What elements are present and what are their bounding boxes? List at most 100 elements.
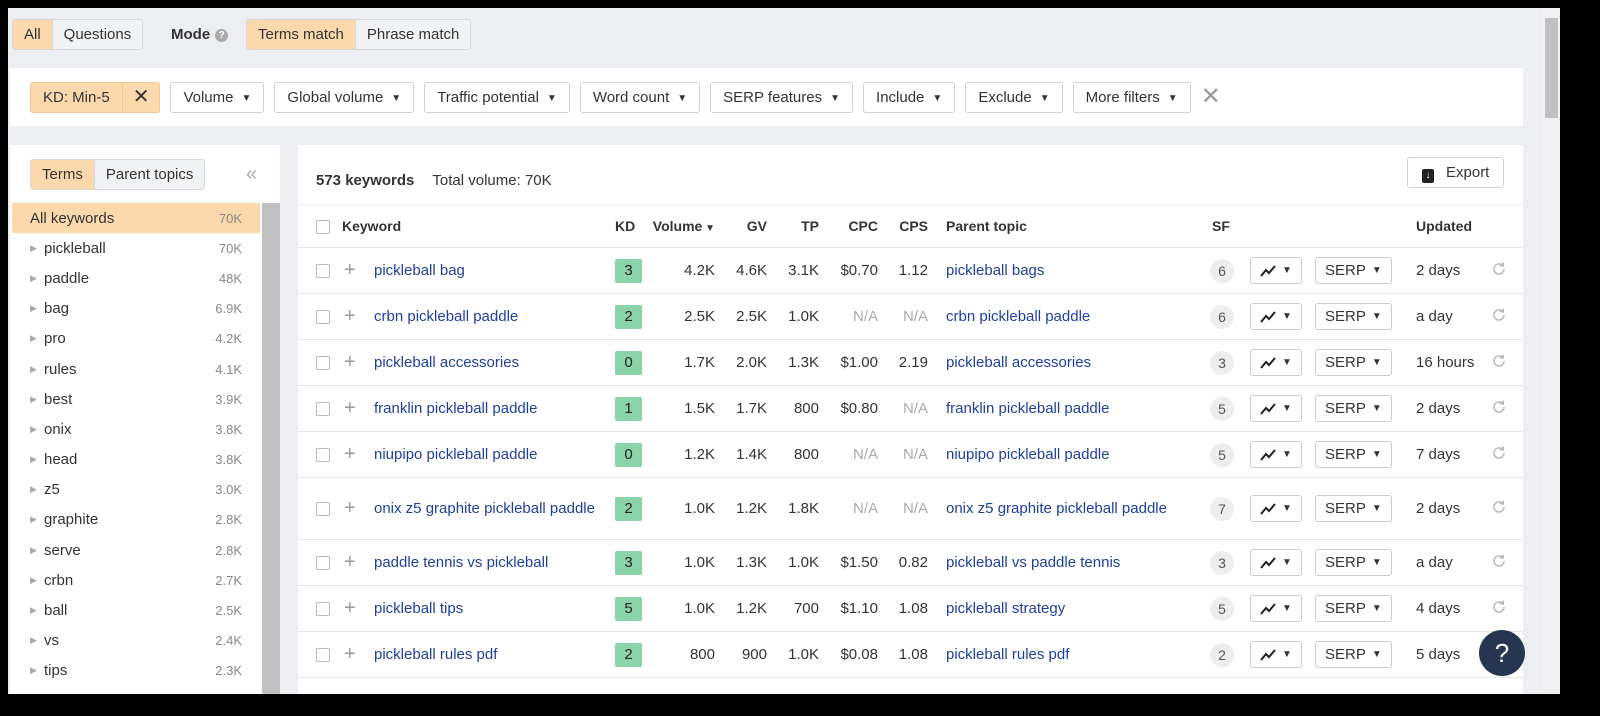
term-item[interactable]: ▶ head 3.8K: [12, 445, 260, 475]
refresh-icon[interactable]: [1491, 599, 1507, 615]
sf-count[interactable]: 3: [1210, 550, 1234, 575]
include-filter[interactable]: Include ▼: [863, 81, 956, 113]
col-keyword[interactable]: Keyword: [342, 218, 402, 234]
plus-icon[interactable]: +: [344, 497, 356, 519]
trend-button[interactable]: ▼: [1250, 303, 1302, 330]
tab-terms[interactable]: Terms: [31, 160, 94, 189]
expand-icon[interactable]: ▶: [30, 303, 37, 314]
exclude-filter[interactable]: Exclude ▼: [965, 81, 1063, 113]
term-item[interactable]: ▶ pickleball 70K: [12, 233, 260, 263]
serp-button[interactable]: SERP ▼: [1315, 395, 1392, 422]
term-item[interactable]: ▶ rules 4.1K: [12, 354, 260, 384]
export-button[interactable]: ↓ Export: [1407, 157, 1505, 188]
plus-icon[interactable]: +: [344, 397, 356, 419]
sf-count[interactable]: 6: [1210, 304, 1234, 329]
sf-count[interactable]: 7: [1210, 496, 1234, 521]
parent-topic-link[interactable]: pickleball accessories: [946, 354, 1092, 371]
serp-button[interactable]: SERP ▼: [1315, 641, 1392, 668]
expand-icon[interactable]: ▶: [30, 242, 37, 253]
serp-button[interactable]: SERP ▼: [1315, 495, 1392, 522]
plus-icon[interactable]: +: [344, 597, 356, 619]
keyword-link[interactable]: niupipo pickleball paddle: [374, 446, 538, 463]
expand-icon[interactable]: ▶: [30, 393, 37, 404]
col-sf[interactable]: SF: [1203, 204, 1243, 248]
row-checkbox[interactable]: [316, 556, 330, 571]
serp-button[interactable]: SERP ▼: [1315, 303, 1392, 330]
help-button[interactable]: ?: [1479, 630, 1525, 676]
parent-topic-link[interactable]: onix z5 graphite pickleball paddle: [946, 500, 1167, 517]
expand-icon[interactable]: ▶: [30, 484, 37, 495]
expand-icon[interactable]: ▶: [30, 605, 37, 616]
expand-icon[interactable]: ▶: [30, 363, 37, 374]
trend-button[interactable]: ▼: [1250, 549, 1302, 576]
word-count-filter[interactable]: Word count ▼: [579, 81, 701, 113]
term-item[interactable]: ▶ paddle 48K: [12, 263, 260, 293]
sf-count[interactable]: 5: [1210, 442, 1234, 467]
refresh-icon[interactable]: [1491, 353, 1507, 369]
col-tp[interactable]: TP: [770, 204, 822, 248]
expand-icon[interactable]: ▶: [30, 423, 37, 434]
tab-terms-match[interactable]: Terms match: [247, 20, 355, 49]
sf-count[interactable]: 3: [1210, 350, 1234, 375]
trend-button[interactable]: ▼: [1250, 495, 1302, 522]
tab-questions[interactable]: Questions: [51, 20, 143, 49]
term-item[interactable]: ▶ crbn 2.7K: [12, 565, 260, 595]
col-cps[interactable]: CPS: [881, 204, 931, 248]
help-circle-icon[interactable]: ?: [215, 29, 229, 42]
tab-all[interactable]: All: [13, 20, 52, 49]
keyword-link[interactable]: crbn pickleball paddle: [374, 308, 519, 325]
page-scrollbar[interactable]: [1543, 8, 1560, 694]
plus-icon[interactable]: +: [344, 443, 356, 465]
expand-icon[interactable]: ▶: [30, 514, 37, 525]
keyword-link[interactable]: pickleball rules pdf: [374, 646, 498, 663]
sf-count[interactable]: 5: [1210, 596, 1234, 621]
serp-button[interactable]: SERP ▼: [1315, 257, 1392, 284]
volume-filter[interactable]: Volume ▼: [170, 81, 265, 113]
tab-phrase-match[interactable]: Phrase match: [354, 20, 471, 49]
serp-button[interactable]: SERP ▼: [1315, 549, 1392, 576]
serp-button[interactable]: SERP ▼: [1315, 595, 1392, 622]
parent-topic-link[interactable]: pickleball rules pdf: [946, 646, 1070, 663]
row-checkbox[interactable]: [316, 402, 330, 417]
close-icon[interactable]: ✕: [121, 82, 160, 112]
term-item[interactable]: ▶ pro 4.2K: [12, 324, 260, 354]
more-filters[interactable]: More filters ▼: [1072, 81, 1191, 113]
sf-count[interactable]: 6: [1210, 258, 1234, 283]
expand-icon[interactable]: ▶: [30, 665, 37, 676]
trend-button[interactable]: ▼: [1250, 441, 1302, 468]
term-item[interactable]: ▶ z5 3.0K: [12, 475, 260, 505]
keyword-link[interactable]: paddle tennis vs pickleball: [374, 554, 549, 571]
term-item[interactable]: ▶ tips 2.3K: [12, 656, 260, 686]
serp-features-filter[interactable]: SERP features ▼: [710, 81, 854, 113]
keyword-link[interactable]: franklin pickleball paddle: [374, 400, 538, 417]
keyword-link[interactable]: pickleball accessories: [374, 354, 520, 371]
term-item[interactable]: ▶ graphite 2.8K: [12, 505, 260, 535]
expand-icon[interactable]: ▶: [30, 635, 37, 646]
trend-button[interactable]: ▼: [1250, 257, 1302, 284]
scrollbar-thumb[interactable]: [1545, 18, 1558, 118]
parent-topic-link[interactable]: pickleball strategy: [946, 600, 1066, 617]
keyword-link[interactable]: pickleball tips: [374, 600, 464, 617]
row-checkbox[interactable]: [316, 648, 330, 663]
term-item[interactable]: ▶ ball 2.5K: [12, 595, 260, 625]
kd-filter-label[interactable]: KD: Min-5: [43, 88, 110, 106]
col-kd[interactable]: KD: [608, 204, 648, 248]
expand-icon[interactable]: ▶: [30, 272, 37, 283]
plus-icon[interactable]: +: [344, 351, 356, 373]
sf-count[interactable]: 2: [1210, 642, 1234, 667]
term-item[interactable]: All keywords 70K: [12, 203, 260, 234]
col-updated[interactable]: Updated: [1413, 204, 1483, 248]
row-checkbox[interactable]: [316, 602, 330, 617]
trend-button[interactable]: ▼: [1250, 595, 1302, 622]
plus-icon[interactable]: +: [344, 305, 356, 327]
term-item[interactable]: ▶ bag 6.9K: [12, 294, 260, 324]
tab-parent-topics[interactable]: Parent topics: [93, 160, 205, 189]
kd-filter-chip[interactable]: KD: Min-5 ✕: [30, 81, 161, 113]
keyword-link[interactable]: onix z5 graphite pickleball paddle: [374, 500, 595, 517]
row-checkbox[interactable]: [316, 502, 330, 517]
expand-icon[interactable]: ▶: [30, 333, 37, 344]
refresh-icon[interactable]: [1491, 499, 1507, 515]
trend-button[interactable]: ▼: [1250, 395, 1302, 422]
row-checkbox[interactable]: [316, 356, 330, 371]
refresh-icon[interactable]: [1491, 399, 1507, 415]
